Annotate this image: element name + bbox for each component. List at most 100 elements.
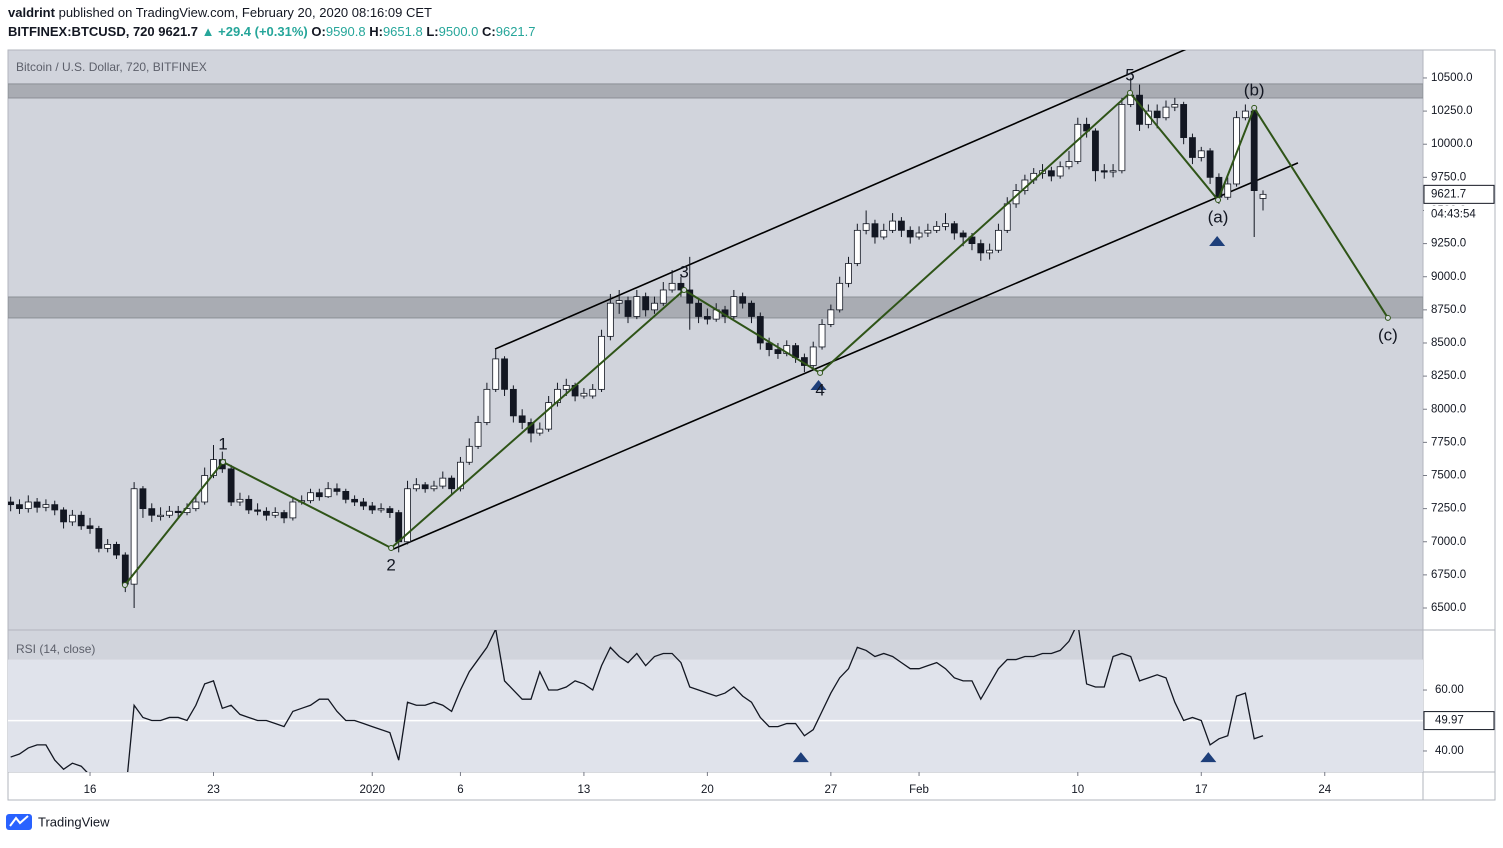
candle-body xyxy=(703,316,711,320)
y-tick-label: 10000.0 xyxy=(1431,138,1473,150)
o: 9590.8 xyxy=(326,24,366,39)
c: 9621.7 xyxy=(496,24,536,39)
candle-body xyxy=(809,346,817,366)
wave-point xyxy=(220,458,227,465)
candle-body xyxy=(483,388,491,423)
countdown: 04:43:54 xyxy=(1431,208,1476,220)
candle-body xyxy=(977,243,985,254)
candle-body xyxy=(245,498,253,511)
candle-body xyxy=(404,488,411,543)
candle-body xyxy=(139,488,147,510)
candle-body xyxy=(395,512,403,543)
candle-body xyxy=(130,488,138,585)
candle-body xyxy=(950,223,958,234)
candle-body xyxy=(165,510,173,516)
candle-body xyxy=(633,296,641,317)
last-price-label: 9621.7 xyxy=(1431,188,1466,200)
candle-body xyxy=(536,428,544,434)
candle-body xyxy=(1241,110,1249,119)
candle-body xyxy=(774,349,782,354)
candle-body xyxy=(642,296,650,311)
candle-body xyxy=(1224,183,1232,198)
candle-body xyxy=(121,554,129,585)
candle-body xyxy=(457,461,464,490)
candle-body xyxy=(756,316,764,344)
candle-body xyxy=(906,229,914,238)
candle-body xyxy=(1189,137,1196,158)
candle-body xyxy=(24,501,32,510)
wave-label: (c) xyxy=(1378,325,1398,344)
candle-body xyxy=(307,492,314,502)
wave-point xyxy=(681,286,688,293)
candle-body xyxy=(1171,104,1179,108)
candle-body xyxy=(1109,170,1117,173)
l-label: L: xyxy=(426,24,438,39)
x-tick-label: 27 xyxy=(824,784,837,796)
candle-body xyxy=(42,504,50,508)
candle-body xyxy=(192,501,200,510)
candle-body xyxy=(368,505,376,511)
countdown-tag xyxy=(1424,205,1494,224)
zone xyxy=(8,83,1423,99)
h-label: H: xyxy=(369,24,383,39)
y-tick-label: 7500.0 xyxy=(1431,470,1466,482)
l: 9500.0 xyxy=(439,24,479,39)
symbol-line: BITFINEX:BTCUSD, 720 9621.7 ▲ +29.4 (+0.… xyxy=(8,24,536,39)
price-plot xyxy=(8,50,1423,609)
candle-body xyxy=(562,384,570,390)
x-tick-label: 20 xyxy=(701,784,714,796)
x-tick-label: 24 xyxy=(1318,784,1331,796)
x-tick-label: 6 xyxy=(457,784,463,796)
wave-label: 4 xyxy=(815,380,824,399)
y-tick-label: 8250.0 xyxy=(1431,370,1466,382)
wave-label: (a) xyxy=(1208,207,1229,226)
candle-body xyxy=(236,498,244,503)
candle-body xyxy=(1056,166,1064,177)
candle-body xyxy=(924,229,932,234)
y-tick-label: 7750.0 xyxy=(1431,436,1466,448)
candle-body xyxy=(333,488,341,492)
candle-body xyxy=(104,543,112,549)
y-tick-label: 10500.0 xyxy=(1431,72,1473,84)
candle-body xyxy=(933,225,941,231)
candle-body xyxy=(915,232,923,238)
candle-body xyxy=(898,220,905,231)
x-tick-label: 17 xyxy=(1195,784,1208,796)
candle-body xyxy=(677,282,685,291)
y-tick-label: 7250.0 xyxy=(1431,503,1466,515)
candle-body xyxy=(342,490,350,500)
signal-marker xyxy=(792,752,809,763)
publish-line: valdrint published on TradingView.com, F… xyxy=(8,5,432,20)
candle-body xyxy=(386,508,394,513)
candle-body xyxy=(818,324,826,348)
wave-point xyxy=(1215,197,1222,204)
candle-body xyxy=(1003,203,1011,231)
candle-body xyxy=(545,402,553,430)
candle-body xyxy=(16,504,23,510)
candle-body xyxy=(624,300,632,317)
y-tick-label: 10250.0 xyxy=(1431,105,1473,117)
candle-body xyxy=(492,358,500,390)
candle-body xyxy=(1197,150,1205,158)
wave-label: (b) xyxy=(1244,80,1265,99)
symbol: BITFINEX:BTCUSD, 720 xyxy=(8,24,155,39)
candle-body xyxy=(659,289,667,304)
candle-body xyxy=(686,289,694,304)
o-label: O: xyxy=(311,24,325,39)
candle-body xyxy=(1092,130,1099,172)
candle-body xyxy=(315,492,323,498)
y-tick-label: 6750.0 xyxy=(1431,569,1466,581)
rsi-level-tag xyxy=(1423,711,1495,731)
rsi-level-label: 49.97 xyxy=(1435,715,1464,727)
candle-body xyxy=(280,512,288,519)
candle-body xyxy=(86,525,94,529)
candle-body xyxy=(730,296,738,317)
candle-body xyxy=(942,223,949,227)
candle-body xyxy=(695,302,702,317)
rsi-line xyxy=(10,630,1264,772)
candle-body xyxy=(68,514,76,523)
x-tick-label: Feb xyxy=(909,784,929,796)
x-tick-label: 16 xyxy=(84,784,97,796)
y-tick-label: 8750.0 xyxy=(1431,304,1466,316)
candle-body xyxy=(33,501,41,508)
